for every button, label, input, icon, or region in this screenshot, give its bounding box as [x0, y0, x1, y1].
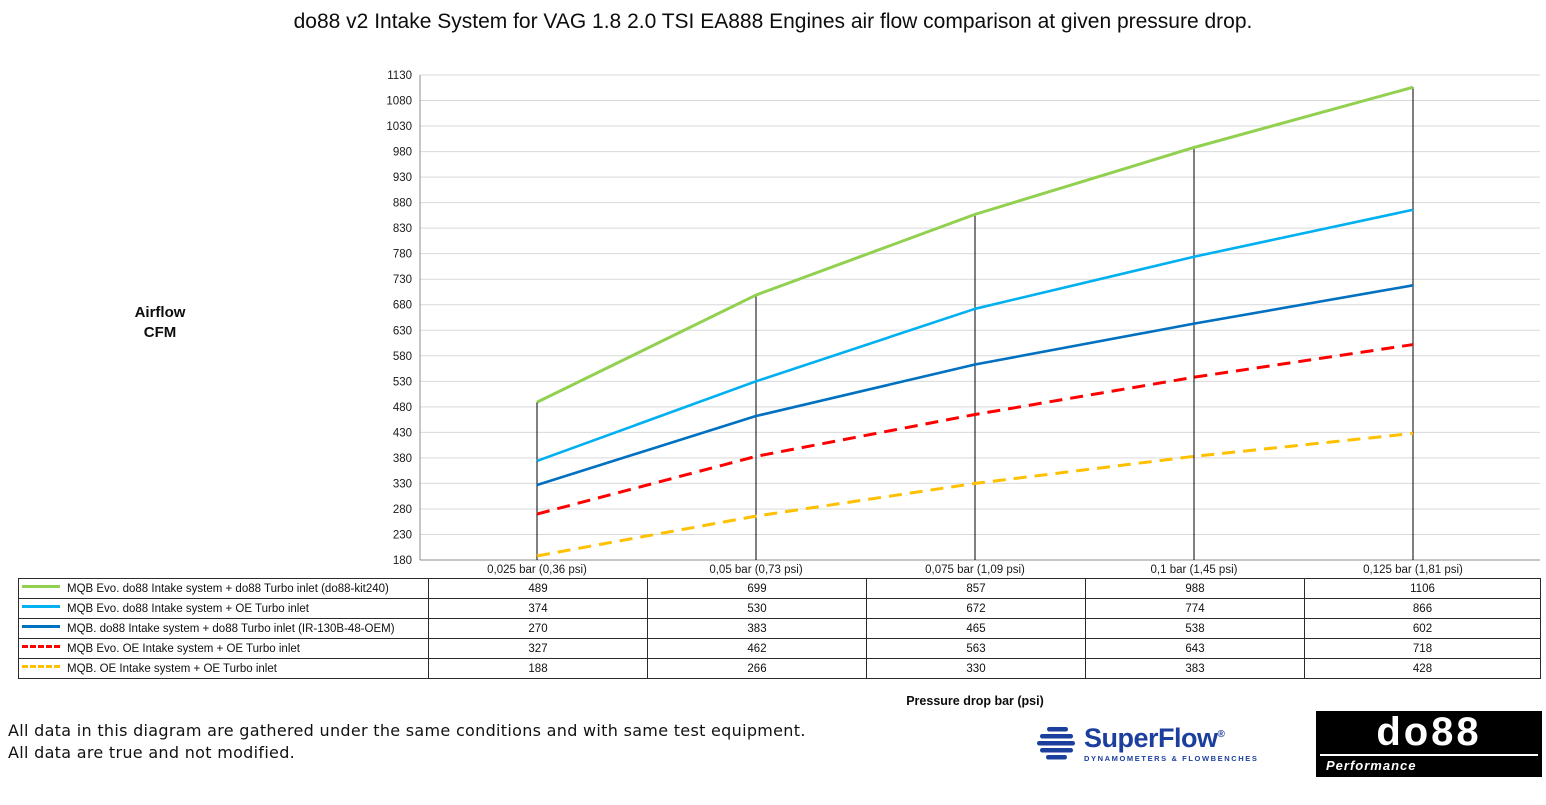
series-swatch [22, 645, 60, 649]
series-label: MQB Evo. do88 Intake system + OE Turbo i… [67, 602, 309, 615]
value-cell: 530 [647, 598, 867, 619]
value-cell: 270 [428, 618, 648, 639]
y-tick-label: 430 [393, 427, 412, 439]
x-category-label: 0,125 bar (1,81 psi) [1363, 564, 1463, 576]
disclaimer-line-2: All data are true and not modified. [8, 743, 296, 762]
y-tick-label: 280 [393, 504, 412, 516]
value-cell: 602 [1304, 618, 1541, 639]
y-tick-label: 530 [393, 376, 412, 388]
chart-canvas: 180 230 280 330 380 430 480 530 580 630 680 730 780 8… [386, 70, 1540, 576]
superflow-swirl-icon [1037, 727, 1075, 760]
table-row: MQB Evo. do88 Intake system + do88 Turbo… [18, 578, 1541, 599]
value-cell: 718 [1304, 638, 1541, 659]
series-swatch [22, 605, 60, 609]
value-cell: 374 [428, 598, 648, 619]
x-category-label: 0,05 bar (0,73 psi) [709, 564, 803, 576]
x-category-label: 0,025 bar (0,36 psi) [487, 564, 587, 576]
y-axis-title: Airflow CFM [95, 303, 225, 343]
series-label: MQB Evo. do88 Intake system + do88 Turbo… [67, 582, 389, 595]
y-axis-title-line1: Airflow [134, 304, 186, 321]
value-cell: 383 [647, 618, 867, 639]
y-tick-label: 930 [393, 172, 412, 184]
table-row: MQB Evo. OE Intake system + OE Turbo inl… [18, 638, 1541, 659]
value-cell: 643 [1085, 638, 1305, 659]
y-tick-label: 1080 [386, 96, 412, 108]
y-tick-label: 630 [393, 325, 412, 337]
value-cell: 866 [1304, 598, 1541, 619]
series-label: MQB. OE Intake system + OE Turbo inlet [67, 662, 277, 675]
page-title: do88 v2 Intake System for VAG 1.8 2.0 TS… [293, 10, 1253, 33]
y-tick-label: 730 [393, 274, 412, 286]
disclaimer-text: All data in this diagram are gathered un… [8, 720, 908, 764]
series-label-cell: MQB. do88 Intake system + do88 Turbo inl… [18, 618, 429, 639]
value-cell: 774 [1085, 598, 1305, 619]
y-axis-title-line2: CFM [143, 324, 177, 341]
series-line-4 [536, 431, 1414, 558]
value-cell: 563 [866, 638, 1086, 659]
superflow-logo: SuperFlow® DYNAMOMETERS & FLOWBENCHES [1035, 724, 1259, 764]
series-line-3 [536, 343, 1414, 516]
value-cell: 538 [1085, 618, 1305, 639]
value-cell: 672 [866, 598, 1086, 619]
y-tick-label: 980 [393, 147, 412, 159]
y-tick-label: 1030 [386, 121, 412, 133]
value-cell: 857 [866, 578, 1086, 599]
value-cell: 188 [428, 658, 648, 679]
series-line-0 [536, 85, 1414, 404]
value-cell: 489 [428, 578, 648, 599]
series-label-cell: MQB Evo. do88 Intake system + do88 Turbo… [18, 578, 429, 599]
table-row: MQB. do88 Intake system + do88 Turbo inl… [18, 618, 1541, 639]
value-cell: 428 [1304, 658, 1541, 679]
table-row: MQB Evo. do88 Intake system + OE Turbo i… [18, 598, 1541, 619]
value-cell: 1106 [1304, 578, 1541, 599]
value-cell: 327 [428, 638, 648, 659]
series-swatch [22, 625, 60, 629]
do88-logo: do88 Performance [1316, 711, 1542, 777]
series-label: MQB. do88 Intake system + do88 Turbo inl… [67, 622, 395, 635]
value-cell: 988 [1085, 578, 1305, 599]
series-swatch [22, 665, 60, 669]
x-category-label: 0,075 bar (1,09 psi) [925, 564, 1025, 576]
do88-tagline: Performance [1326, 758, 1417, 773]
value-cell: 330 [866, 658, 1086, 679]
y-tick-label: 680 [393, 300, 412, 312]
y-tick-label: 830 [393, 223, 412, 235]
y-tick-label: 180 [393, 555, 412, 567]
y-tick-label: 780 [393, 249, 412, 261]
value-cell: 383 [1085, 658, 1305, 679]
legend-data-table: MQB Evo. do88 Intake system + do88 Turbo… [18, 578, 1541, 679]
superflow-name: SuperFlow® [1084, 723, 1225, 754]
series-label-cell: MQB Evo. do88 Intake system + OE Turbo i… [18, 598, 429, 619]
do88-divider [1320, 754, 1538, 756]
series-swatch [22, 585, 60, 589]
series-line-2 [536, 284, 1414, 487]
series-label: MQB Evo. OE Intake system + OE Turbo inl… [67, 642, 300, 655]
y-tick-label: 480 [393, 402, 412, 414]
y-tick-label: 330 [393, 478, 412, 490]
superflow-tagline: DYNAMOMETERS & FLOWBENCHES [1084, 754, 1259, 764]
value-cell: 266 [647, 658, 867, 679]
disclaimer-line-1: All data in this diagram are gathered un… [8, 721, 806, 740]
x-axis-title: Pressure drop bar (psi) [906, 694, 1044, 708]
series-line-1 [536, 208, 1414, 463]
value-cell: 699 [647, 578, 867, 599]
y-tick-label: 1130 [387, 70, 412, 82]
y-tick-label: 380 [393, 453, 412, 465]
value-cell: 465 [866, 618, 1086, 639]
y-tick-label: 880 [393, 198, 412, 210]
value-cell: 462 [647, 638, 867, 659]
y-tick-label: 580 [393, 351, 412, 363]
series-label-cell: MQB. OE Intake system + OE Turbo inlet [18, 658, 429, 679]
table-row: MQB. OE Intake system + OE Turbo inlet 18… [18, 658, 1541, 679]
series-label-cell: MQB Evo. OE Intake system + OE Turbo inl… [18, 638, 429, 659]
x-category-label: 0,1 bar (1,45 psi) [1151, 564, 1238, 576]
do88-name: do88 [1376, 710, 1482, 754]
y-tick-label: 230 [393, 529, 412, 541]
registered-mark: ® [1217, 729, 1225, 741]
